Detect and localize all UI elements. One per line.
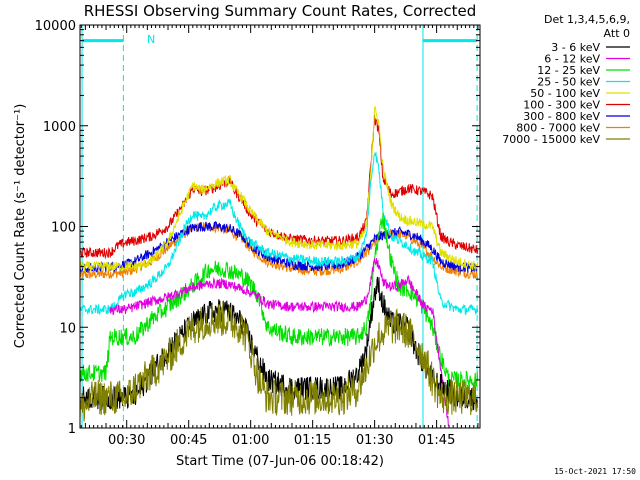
x-axis: 00:30 00:45 01:00 01:15 01:30 01:45: [80, 25, 479, 448]
legend-label: 50 - 100 keV: [530, 87, 600, 100]
x-axis-label: Start Time (07-Jun-06 00:18:42): [176, 454, 384, 469]
legend-label: 12 - 25 keV: [537, 64, 600, 77]
series-layer: [79, 106, 479, 426]
series-line: [109, 258, 450, 426]
plot-area: 00:30 00:45 01:00 01:15 01:30 01:45 1 10 100 100…: [35, 19, 481, 448]
series-line: [79, 106, 479, 272]
series-line: [79, 221, 479, 274]
series-line: [79, 301, 479, 422]
legend-label: 3 - 6 keV: [551, 41, 600, 54]
x-tick-label: 01:00: [232, 433, 269, 448]
y-tick-label: 10000: [35, 19, 76, 34]
chart-title: RHESSI Observing Summary Count Rates, Co…: [84, 2, 477, 20]
series-line: [79, 212, 479, 389]
y-tick-label: 1000: [43, 120, 76, 135]
x-tick-label: 00:45: [170, 433, 207, 448]
x-tick-label: 01:45: [418, 433, 455, 448]
series-line: [79, 114, 479, 260]
y-tick-label: 1: [68, 422, 76, 437]
y-axis: 1 10 100 1000 10000: [35, 19, 480, 437]
y-tick-label: 10: [59, 321, 76, 336]
legend-header-line-2: Att 0: [604, 27, 630, 40]
legend-label: 100 - 300 keV: [523, 99, 600, 112]
annotation-marker: N: [147, 33, 155, 46]
legend-header-line-1: Det 1,3,4,5,6,9,: [544, 13, 630, 26]
series-line: [80, 152, 479, 316]
y-axis-label: Corrected Count Rate (s⁻¹ detector⁻¹): [13, 104, 28, 349]
legend-label: 7000 - 15000 keV: [502, 133, 600, 146]
x-tick-label: 00:30: [108, 433, 145, 448]
legend-label: 6 - 12 keV: [544, 53, 600, 66]
timestamp: 15-Oct-2021 17:50: [554, 467, 636, 476]
x-tick-label: 01:15: [294, 433, 331, 448]
x-tick-label: 01:30: [356, 433, 393, 448]
legend-label: 800 - 7000 keV: [516, 122, 600, 135]
legend-label: 25 - 50 keV: [537, 76, 600, 89]
y-tick-label: 100: [51, 221, 76, 236]
legend-label: 300 - 800 keV: [523, 110, 600, 123]
